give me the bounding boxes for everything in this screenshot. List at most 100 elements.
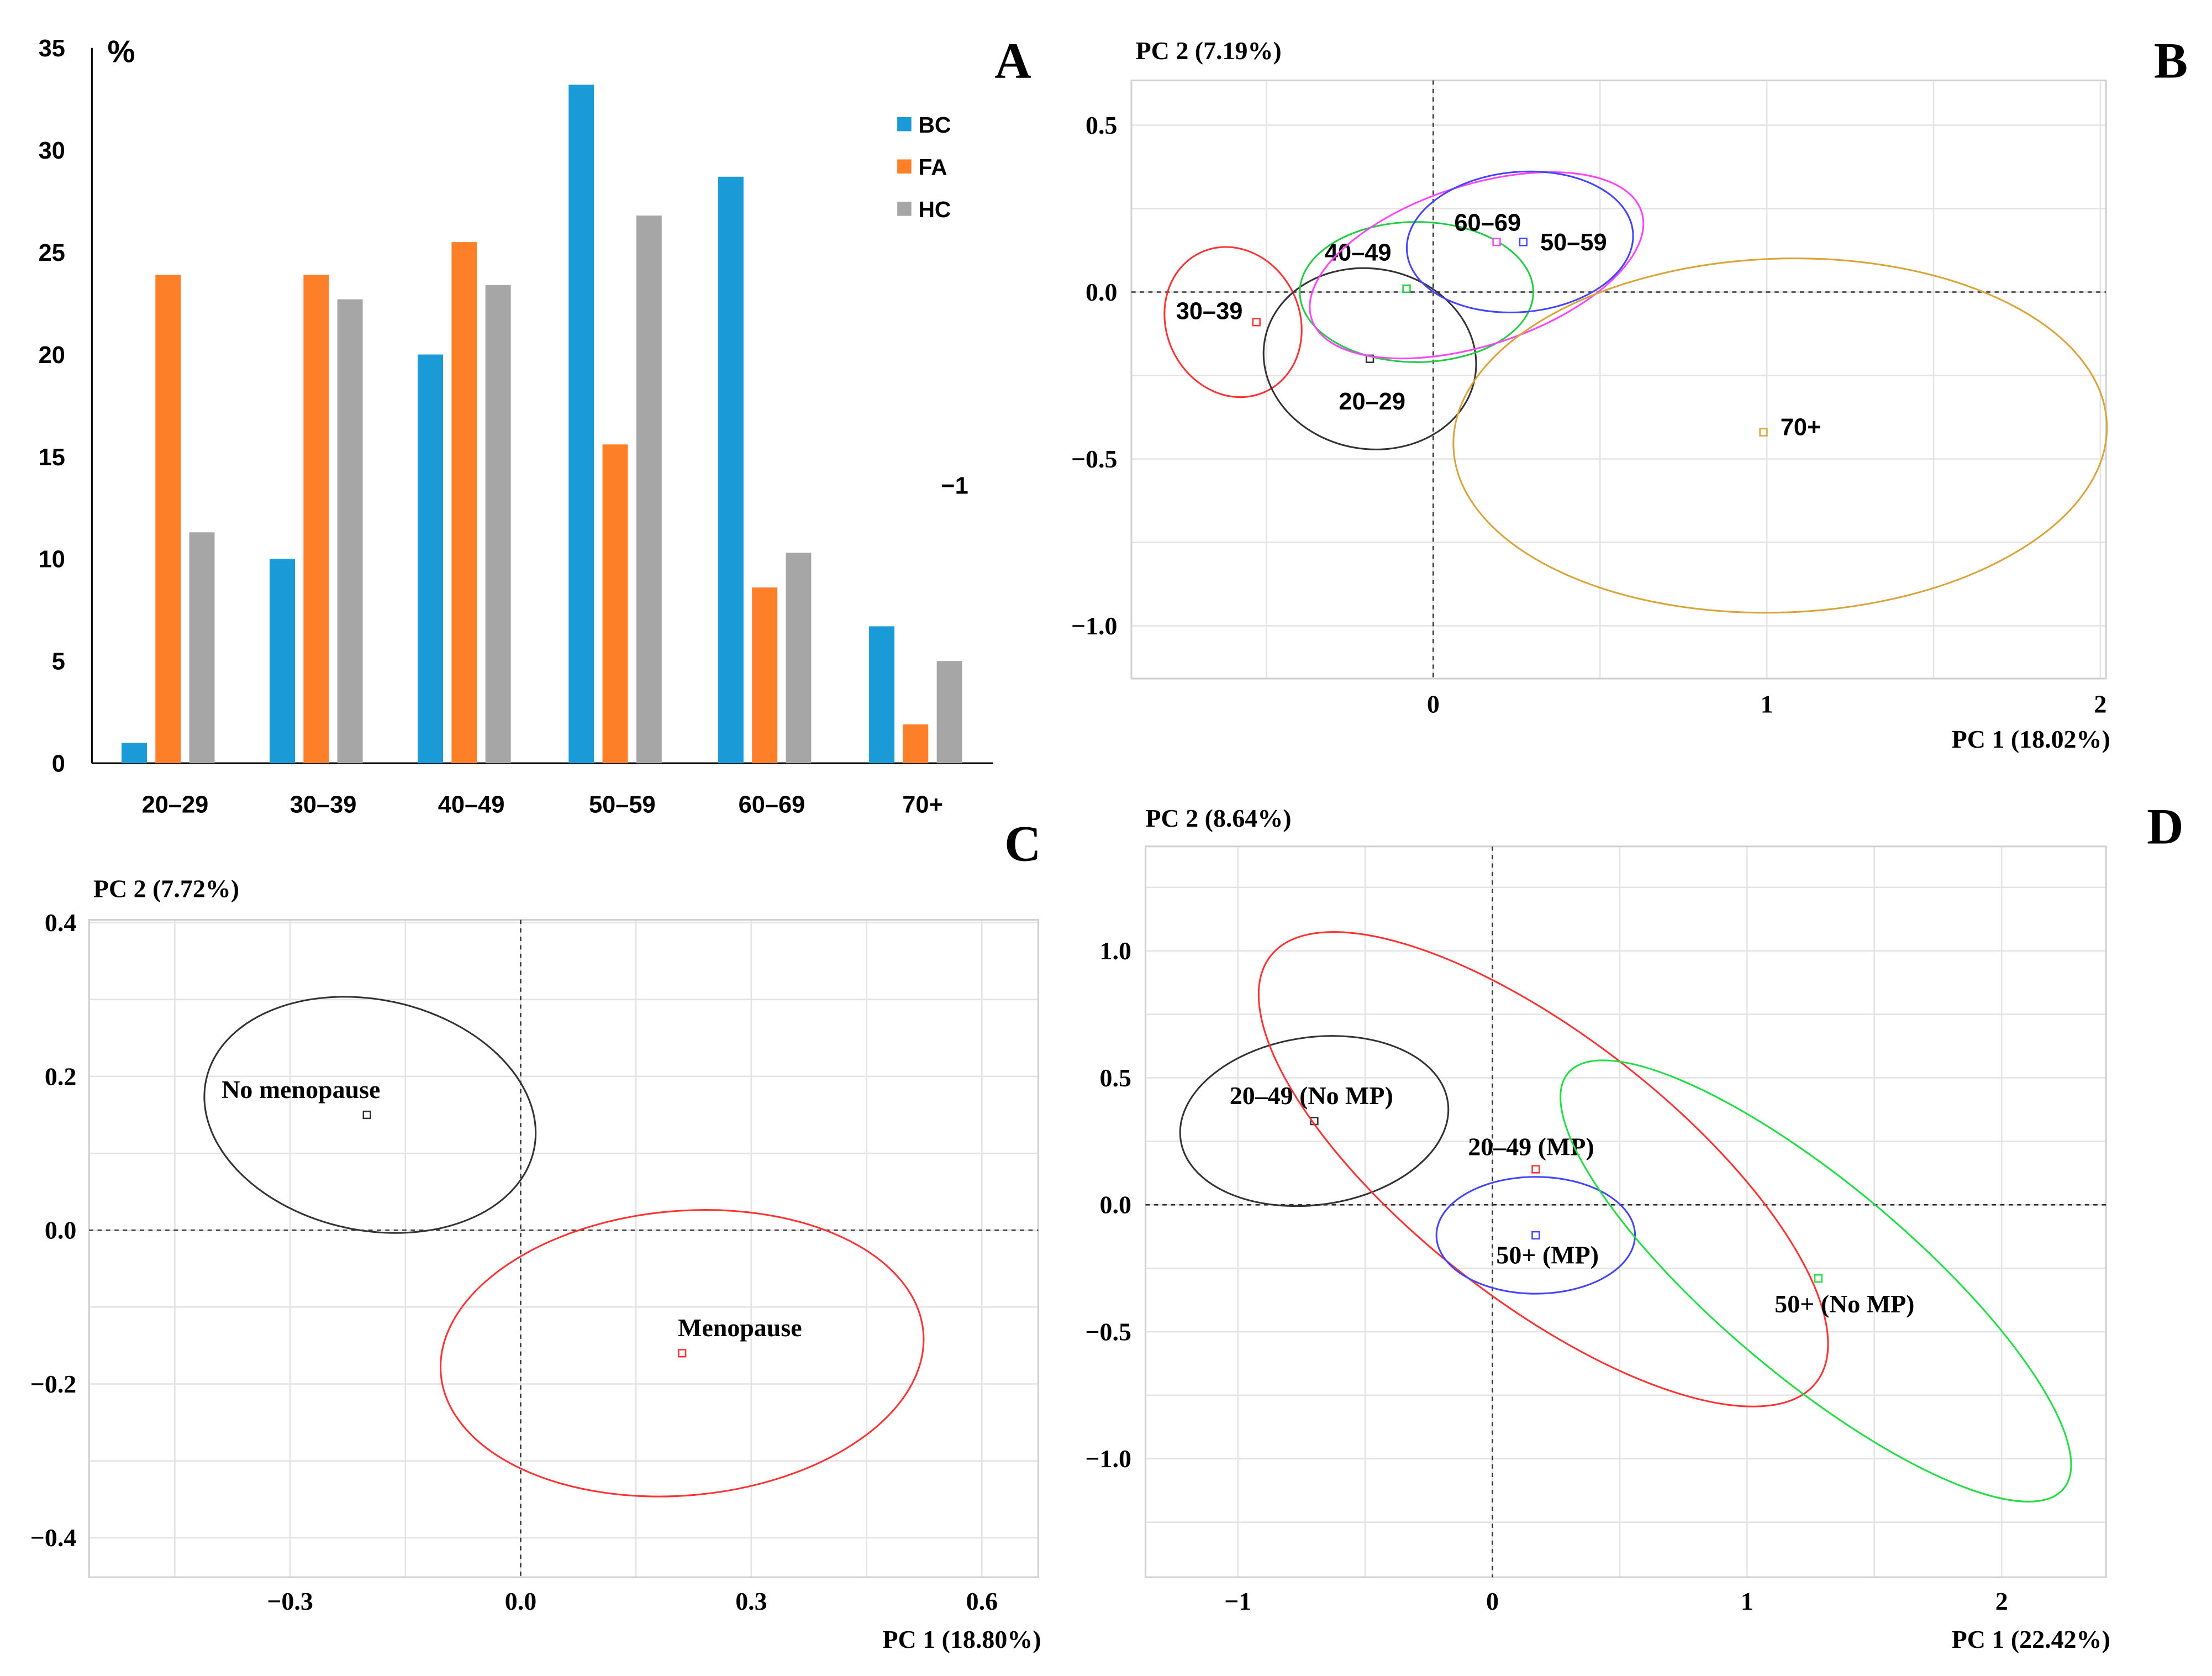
plot-frame bbox=[1130, 79, 2107, 680]
confidence-ellipse bbox=[1262, 267, 1477, 450]
bar-hc bbox=[189, 532, 215, 764]
bar-fa bbox=[752, 587, 778, 764]
confidence-ellipse bbox=[1405, 170, 1634, 314]
confidence-ellipse bbox=[1299, 221, 1534, 363]
y-tick-label: 0.0 bbox=[1086, 278, 1117, 306]
group-centroid-point bbox=[1402, 284, 1411, 293]
x-tick-label: −0.3 bbox=[267, 1587, 313, 1615]
panel-letter-b: B bbox=[2154, 32, 2188, 88]
x-tick-label: 0.6 bbox=[966, 1587, 998, 1615]
bar-bc bbox=[568, 85, 594, 764]
y-tick-label: 0.0 bbox=[1100, 1191, 1131, 1219]
group-centroid-point bbox=[1252, 318, 1261, 327]
group-label: 50+ (MP) bbox=[1496, 1241, 1599, 1269]
bar-hc bbox=[485, 285, 511, 764]
group-centroid-point bbox=[1531, 1231, 1540, 1240]
y-tick-label: 10 bbox=[39, 547, 65, 573]
y-axis-label: PC 2 (7.72%) bbox=[93, 875, 239, 903]
legend-swatch-bc bbox=[897, 117, 912, 132]
legend-label-fa: FA bbox=[918, 155, 947, 180]
panel-c-pca-menopause: −0.3 0.0 0.3 0.6 0.4 0.2 0.0 −0.2 −0.4 PC 2 (7.72… bbox=[30, 875, 1041, 1653]
x-tick-label: 0 bbox=[1486, 1587, 1499, 1615]
group-label: 30–39 bbox=[1176, 298, 1243, 325]
y-tick-label: −0.5 bbox=[1071, 445, 1118, 473]
plot-frame bbox=[88, 919, 1039, 1578]
panel-b-pca-age: 0 1 2 0.5 0.0 −0.5 −1.0 PC 2 (7.19%) PC 1 (18.02… bbox=[1071, 36, 2110, 753]
legend-swatch-hc bbox=[897, 202, 912, 216]
confidence-ellipse bbox=[203, 996, 537, 1234]
y-tick-label: 20 bbox=[39, 342, 65, 369]
bar-hc bbox=[337, 299, 363, 764]
group-label: 20–29 bbox=[1339, 388, 1405, 415]
y-tick-label: −1.0 bbox=[1071, 612, 1118, 640]
group-label: 40–49 bbox=[1325, 239, 1392, 266]
group-centroid-point bbox=[1519, 238, 1528, 246]
x-tick-label: 20–29 bbox=[142, 792, 209, 818]
confidence-ellipse bbox=[1257, 931, 1829, 1407]
x-tick-label: 30–39 bbox=[290, 792, 357, 818]
y-tick-label: 0.5 bbox=[1100, 1064, 1131, 1092]
x-tick-label: 2 bbox=[1995, 1587, 2008, 1615]
confidence-ellipse bbox=[1452, 258, 2108, 614]
group-label: Menopause bbox=[678, 1314, 802, 1342]
y-tick-label: 5 bbox=[52, 649, 65, 675]
x-axis-label: PC 1 (18.80%) bbox=[882, 1625, 1041, 1653]
group-label: 20–49 (MP) bbox=[1468, 1132, 1594, 1160]
x-tick-label: 0.3 bbox=[735, 1587, 767, 1615]
confidence-ellipse bbox=[1179, 1035, 1450, 1207]
panel-letter-d: D bbox=[2147, 798, 2183, 855]
confidence-ellipse bbox=[1163, 246, 1303, 398]
bar-fa bbox=[155, 275, 181, 764]
confidence-ellipse bbox=[439, 1209, 925, 1498]
bar-hc bbox=[786, 553, 812, 764]
y-tick-label: 25 bbox=[39, 240, 65, 266]
legend-swatch-fa bbox=[897, 159, 912, 174]
group-centroid-point bbox=[678, 1349, 687, 1358]
y-tick-label: −1.0 bbox=[1085, 1444, 1131, 1473]
group-centroid-point bbox=[362, 1110, 371, 1120]
stray-text: −1 bbox=[941, 473, 968, 500]
x-axis-label: PC 1 (18.02%) bbox=[1952, 725, 2110, 753]
y-tick-label: 0.4 bbox=[45, 908, 76, 937]
plot-frame bbox=[1144, 845, 2107, 1578]
group-label: No menopause bbox=[222, 1075, 380, 1104]
bar-bc bbox=[418, 354, 444, 764]
x-tick-label: 0 bbox=[1427, 690, 1440, 718]
group-label: 60–69 bbox=[1454, 209, 1521, 236]
y-tick-label: 0 bbox=[52, 751, 65, 777]
group-label: 50–59 bbox=[1540, 229, 1607, 256]
legend-label-bc: BC bbox=[918, 112, 951, 138]
y-tick-label: 15 bbox=[39, 444, 65, 471]
y-axis-label: PC 2 (7.19%) bbox=[1136, 36, 1282, 65]
bar-bc bbox=[121, 743, 147, 764]
x-tick-label: 0.0 bbox=[505, 1587, 536, 1615]
x-tick-label: 1 bbox=[1761, 690, 1773, 718]
panel-letter-a: A bbox=[994, 32, 1031, 88]
y-tick-label: 0.0 bbox=[45, 1216, 76, 1244]
y-tick-label: −0.5 bbox=[1085, 1317, 1131, 1346]
bar-fa bbox=[903, 724, 929, 764]
confidence-ellipse bbox=[1435, 1176, 1636, 1295]
legend-label-hc: HC bbox=[918, 197, 951, 222]
panel-d-pca-age-menopause: −1 0 1 2 1.0 0.5 0.0 −0.5 −1.0 PC 2 (8.64%) PC 1 (… bbox=[1085, 804, 2110, 1653]
y-tick-label: −0.4 bbox=[30, 1523, 77, 1552]
x-tick-label: 1 bbox=[1741, 1587, 1753, 1615]
x-axis-label: PC 1 (22.42%) bbox=[1952, 1625, 2110, 1653]
group-centroid-point bbox=[1531, 1165, 1540, 1174]
bar-fa bbox=[303, 275, 329, 764]
bar-bc bbox=[869, 626, 895, 764]
x-tick-label: 50–59 bbox=[589, 792, 656, 818]
group-label: 70+ bbox=[1781, 414, 1821, 440]
group-centroid-point bbox=[1492, 238, 1501, 246]
y-tick-label: 35 bbox=[39, 35, 65, 62]
group-centroid-point bbox=[1814, 1274, 1823, 1283]
x-tick-label: 60–69 bbox=[739, 792, 805, 818]
y-tick-label: 0.2 bbox=[45, 1062, 76, 1090]
y-tick-label: −0.2 bbox=[30, 1370, 77, 1398]
confidence-ellipse bbox=[1560, 1059, 2072, 1502]
bar-fa bbox=[451, 242, 477, 764]
x-tick-label: 40–49 bbox=[438, 792, 505, 818]
bar-bc bbox=[270, 559, 296, 764]
group-label: 50+ (No MP) bbox=[1774, 1290, 1914, 1318]
